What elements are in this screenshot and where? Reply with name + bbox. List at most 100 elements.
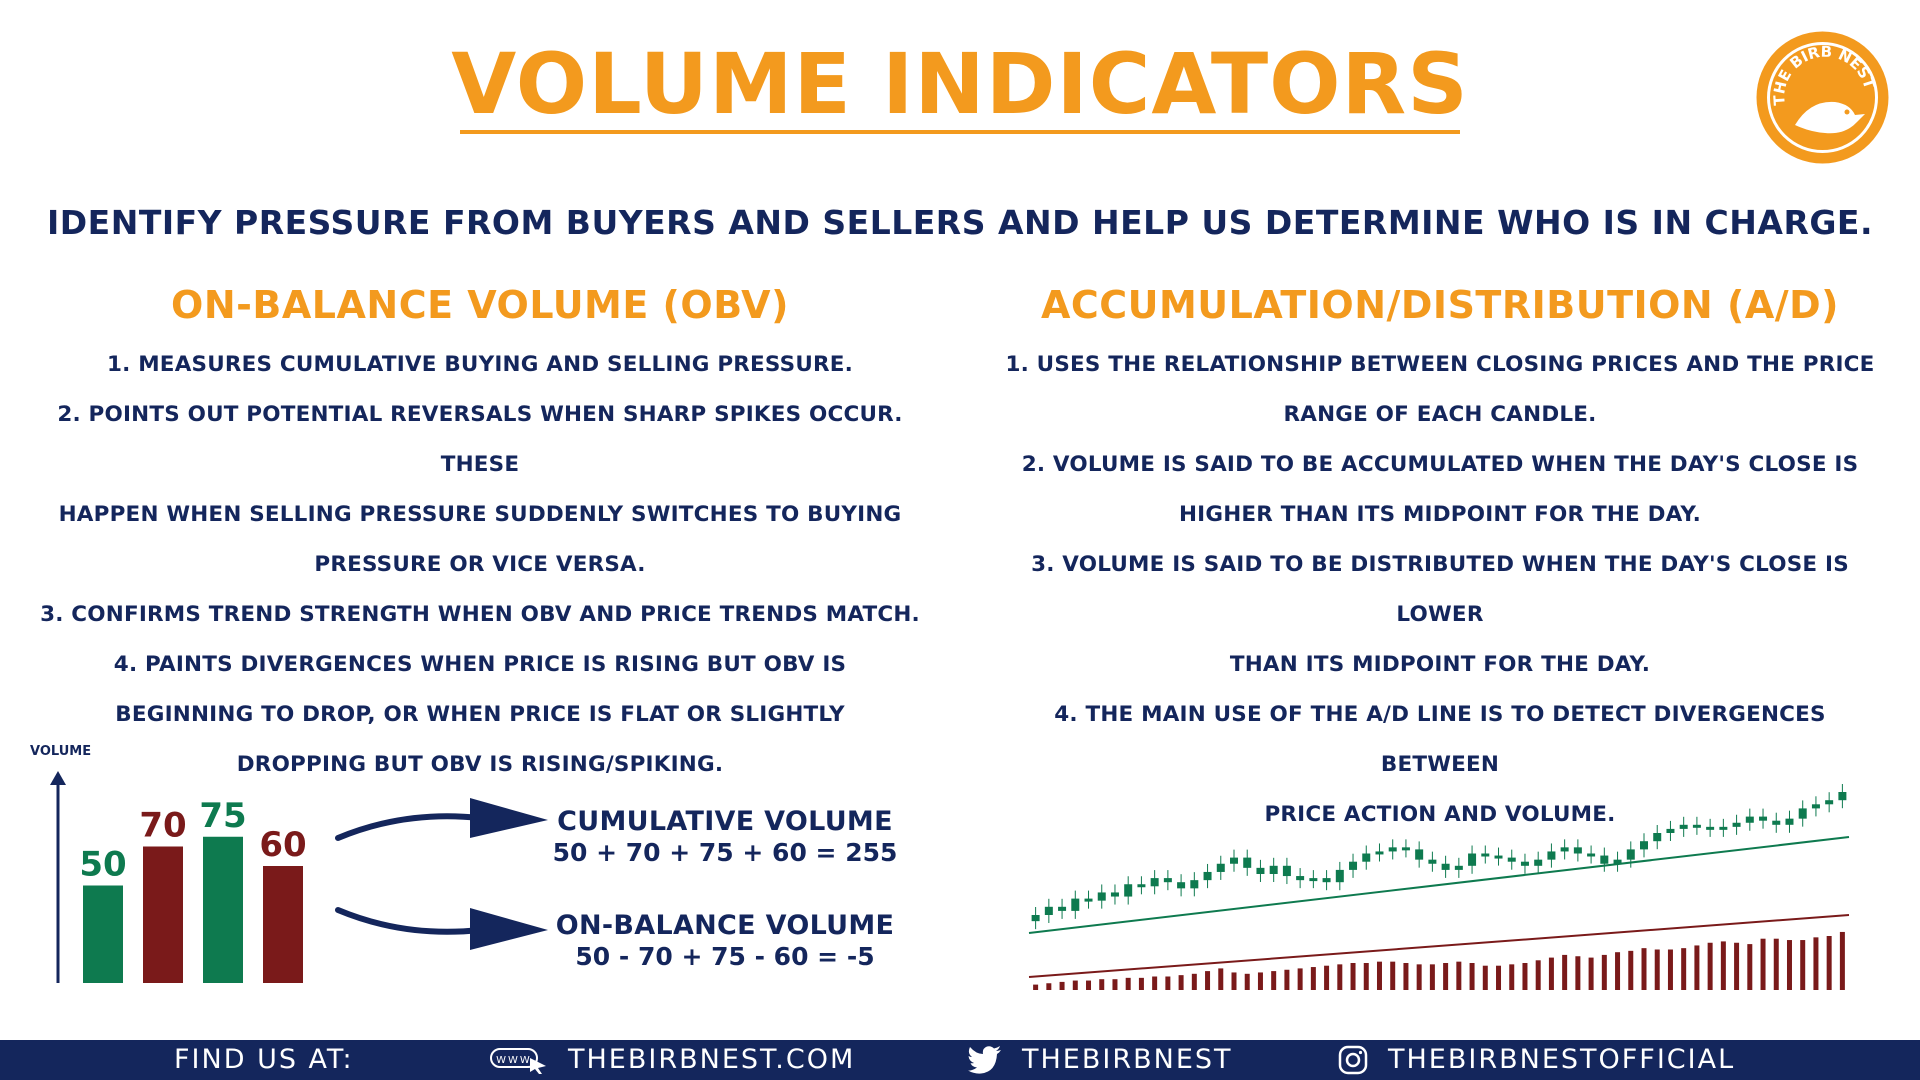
candle-body [1534,859,1543,866]
on-balance-volume-block: ON-BALANCE VOLUME 50 - 70 + 75 - 60 = -5 [535,910,915,972]
volume-bar-label: 50 [79,845,126,885]
volume-histogram-bar [1720,941,1726,990]
volume-histogram-bar [1482,965,1488,990]
candle-body [1785,818,1794,825]
cumulative-volume-expression: 50 + 70 + 75 + 60 = 255 [552,838,898,867]
volume-histogram-bar [1165,976,1171,990]
volume-histogram-bar [1324,965,1330,990]
volume-bar [83,885,123,983]
volume-histogram-bar [1086,980,1092,990]
candle-body [1679,824,1688,829]
candle-body [1600,855,1609,864]
price-trend-line [1028,836,1850,934]
volume-histogram-bar [1178,975,1184,990]
volume-bar [203,836,243,983]
volume-histogram-bar [1734,942,1740,990]
candle-body [1613,859,1622,864]
footer-website-link[interactable]: WWW THEBIRBNEST.COM [490,1040,855,1080]
volume-histogram-bar [1138,977,1144,990]
ad-line: RANGE OF EACH CANDLE. [1283,402,1597,427]
title-underline [460,130,1460,134]
volume-histogram-bar [1218,968,1224,990]
footer-instagram-link[interactable]: THEBIRBNESTOFFICIAL [1338,1040,1735,1080]
volume-histogram-bar [1244,973,1250,990]
ad-line: 4. THE MAIN USE OF THE A/D LINE IS TO DE… [1054,702,1826,777]
candle-body [1044,906,1053,915]
obv-line: HAPPEN WHEN SELLING PRESSURE SUDDENLY SW… [58,502,902,527]
candle-body [1269,865,1278,874]
candle-body [1653,833,1662,842]
obv-line: 1. MEASURES CUMULATIVE BUYING AND SELLIN… [107,352,853,377]
volume-histogram-bar [1350,963,1356,990]
candle-body [1177,882,1186,889]
volume-bar [263,866,303,983]
candle-body [1309,878,1318,882]
arrow-to-obv-icon [335,907,483,935]
candle-body [1838,792,1847,801]
volume-histogram-bar [1615,952,1621,990]
volume-bar-label: 75 [199,796,246,836]
candle-body [1825,800,1834,805]
footer-bar: FIND US AT: WWW THEBIRBNEST.COM THEBIRBN… [0,1040,1920,1080]
volume-histogram-bar [1509,964,1515,990]
volume-histogram-bar [1456,961,1462,990]
volume-histogram-bar [1786,940,1792,990]
volume-histogram-bar [1231,972,1237,990]
volume-histogram-bar [1562,954,1568,990]
arrows-illustration [335,798,548,950]
arrowhead-top-icon [470,798,548,838]
candle-body [1692,824,1701,828]
ad-line: HIGHER THAN ITS MIDPOINT FOR THE DAY. [1178,502,1702,527]
obv-line: PRESSURE OR VICE VERSA. [314,552,646,577]
volume-histogram-bar [1337,964,1343,990]
candle-body [1362,853,1371,862]
candle-body [1494,855,1503,859]
volume-histogram-bar [1443,963,1449,990]
subtitle: IDENTIFY PRESSURE FROM BUYERS AND SELLER… [46,203,1874,242]
candle-body [1084,898,1093,902]
page-title: VOLUME INDICATORS [451,35,1469,133]
candle-body [1415,849,1424,860]
candle-body [1349,861,1358,870]
volume-histogram-bar [1284,969,1290,990]
volume-histogram-bar [1191,973,1197,990]
obv-line: BEGINNING TO DROP, OR WHEN PRICE IS FLAT… [115,702,845,727]
candle-body [1732,822,1741,827]
volume-histogram-bar [1747,944,1753,990]
candle-body [1428,859,1437,864]
candle-body [1243,857,1252,868]
candle-body [1203,871,1212,881]
volume-histogram-bar [1813,937,1819,990]
instagram-icon [1338,1045,1368,1075]
volume-histogram-bar [1033,984,1039,990]
candle-body [1811,804,1820,809]
volume-histogram-bar [1469,963,1475,990]
candle-body [1745,816,1754,823]
volume-bar-label: 70 [139,806,186,846]
candle-body [1520,861,1529,866]
candle-body [1190,880,1199,889]
volume-histogram-bar [1152,976,1158,990]
volume-histogram-bar [1654,949,1660,990]
candle-body [1322,878,1331,883]
footer-twitter-link[interactable]: THEBIRBNEST [968,1040,1233,1080]
candle-body [1547,851,1556,860]
footer-find-us: FIND US AT: [174,1044,354,1075]
candle-body [1706,826,1715,830]
candle-body [1481,853,1490,857]
volume-histogram-bar [1628,950,1634,990]
ad-line: 1. USES THE RELATIONSHIP BETWEEN CLOSING… [1005,352,1875,377]
ad-line: THAN ITS MIDPOINT FOR THE DAY. [1229,652,1651,677]
volume-histogram-bar [1125,977,1131,990]
volume-histogram-bar [1575,956,1581,990]
volume-histogram-bar [1694,945,1700,990]
candle-body [1507,857,1516,862]
volume-histogram-bar [1760,938,1766,990]
candle-body [1335,869,1344,883]
candle-body [1468,853,1477,866]
candle-body [1772,820,1781,825]
candle-body [1124,884,1133,897]
candle-body [1587,853,1596,857]
candle-body [1640,841,1648,850]
ad-line: PRICE ACTION AND VOLUME. [1264,802,1616,827]
